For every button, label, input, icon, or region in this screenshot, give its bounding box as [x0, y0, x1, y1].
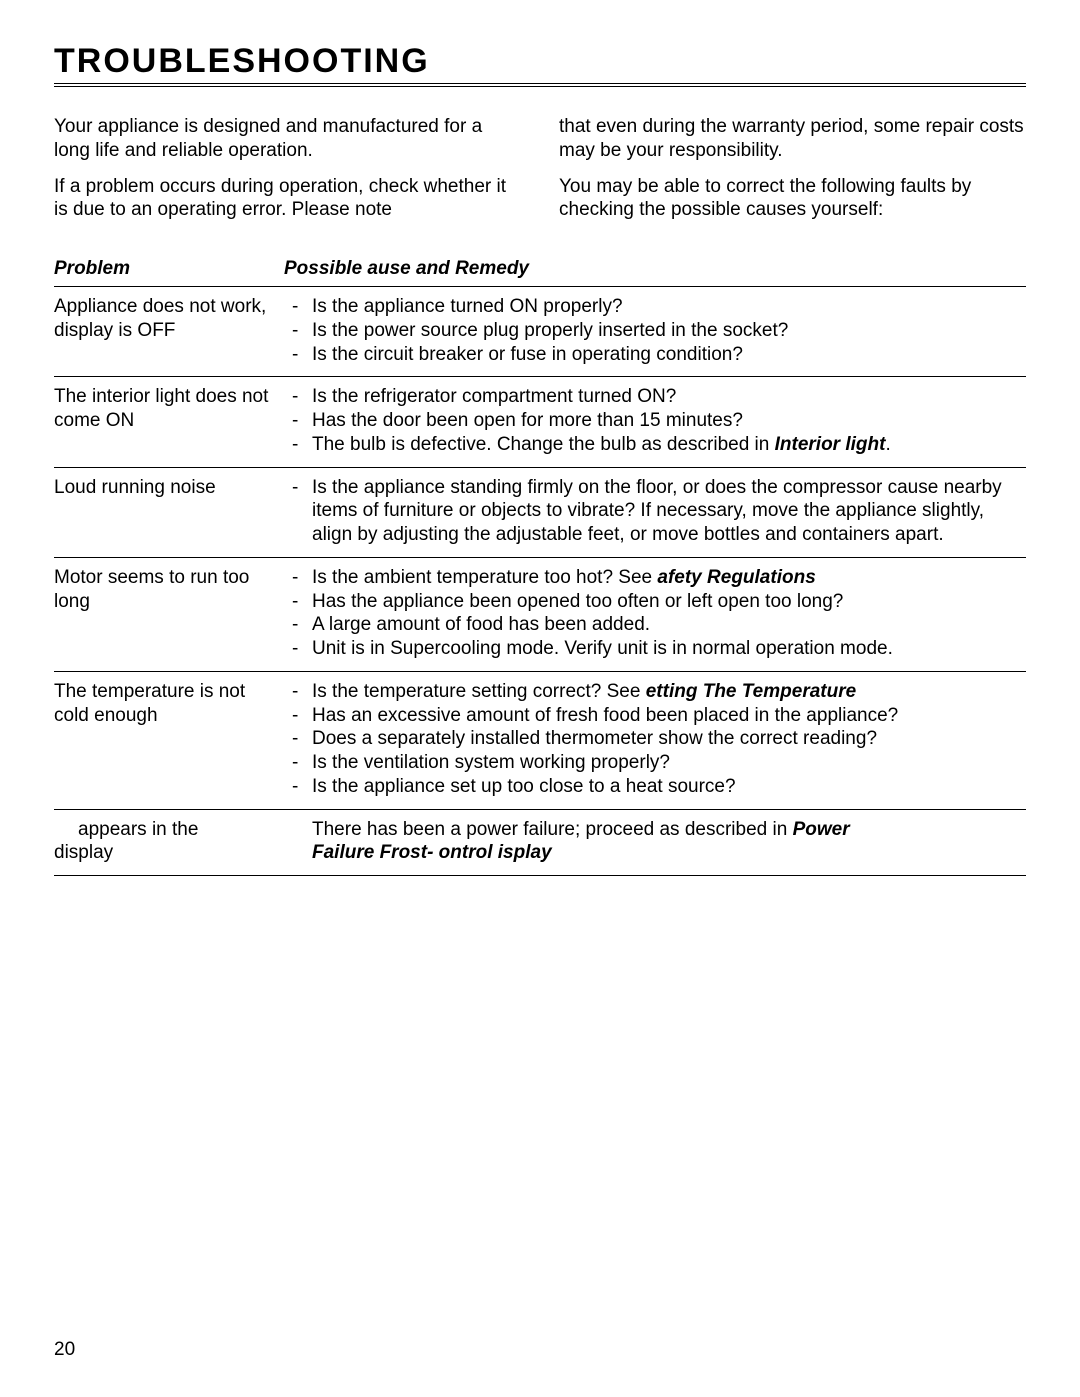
remedy-cell: Is the appliance standing firmly on the … — [284, 476, 1026, 547]
problem-cell: The temperature is not cold enough — [54, 680, 284, 799]
remedy-cell: Is the ambient temperature too hot? See … — [284, 566, 1026, 661]
table-row: Loud running noiseIs the appliance stand… — [54, 468, 1026, 558]
intro-left-column: Your appliance is designed and manufactu… — [54, 115, 521, 234]
problem-cell: Loud running noise — [54, 476, 284, 547]
header-remedy-part: Possible — [284, 258, 367, 279]
intro-text: If a problem occurs during operation, ch… — [54, 175, 521, 223]
table-header: Problem Possible ause and Remedy — [54, 256, 1026, 287]
remedy-pre: Is the temperature setting correct? See — [312, 681, 646, 702]
remedy-bold-italic: Power — [793, 819, 850, 840]
remedy-bold-italic: afety Regulations — [657, 567, 815, 588]
remedy-cell: Is the temperature setting correct? See … — [284, 680, 1026, 799]
remedy-item: Is the temperature setting correct? See … — [284, 680, 1026, 704]
remedy-pre: There has been a power failure; proceed … — [312, 819, 793, 840]
remedy-item: Is the appliance turned ON properly? — [284, 295, 1026, 319]
remedy-pre: The bulb is defective. Change the bulb a… — [312, 434, 775, 455]
troubleshooting-table: Problem Possible ause and Remedy Applian… — [54, 256, 1026, 876]
remedy-list: Is the appliance standing firmly on the … — [284, 476, 1026, 547]
remedy-bold-italic: Interior light — [775, 434, 886, 455]
remedy-item: The bulb is defective. Change the bulb a… — [284, 433, 1026, 457]
intro-columns: Your appliance is designed and manufactu… — [54, 115, 1026, 234]
page-title: TROUBLESHOOTING — [54, 42, 1026, 87]
remedy-item: Is the power source plug properly insert… — [284, 319, 1026, 343]
remedy-text: There has been a power failure; proceed … — [284, 818, 1026, 842]
remedy-item: Is the ambient temperature too hot? See … — [284, 566, 1026, 590]
header-problem: Problem — [54, 258, 284, 280]
remedy-list: Is the appliance turned ON properly?Is t… — [284, 295, 1026, 366]
remedy-list: Is the refrigerator compartment turned O… — [284, 385, 1026, 456]
remedy-cell: Is the appliance turned ON properly?Is t… — [284, 295, 1026, 366]
remedy-list: Is the ambient temperature too hot? See … — [284, 566, 1026, 661]
problem-cell: Motor seems to run too long — [54, 566, 284, 661]
remedy-item: Is the ventilation system working proper… — [284, 751, 1026, 775]
problem-cell: appears in the display — [54, 818, 284, 866]
table-row: The temperature is not cold enoughIs the… — [54, 672, 1026, 810]
header-remedy-part: ause and Remedy — [367, 258, 529, 279]
problem-text: display — [54, 841, 284, 865]
remedy-item: Is the appliance set up too close to a h… — [284, 775, 1026, 799]
problem-cell: The interior light does not come ON — [54, 385, 284, 456]
remedy-item: Is the appliance standing firmly on the … — [284, 476, 1026, 547]
table-row: appears in the display There has been a … — [54, 810, 1026, 877]
remedy-cell: Is the refrigerator compartment turned O… — [284, 385, 1026, 456]
intro-text: You may be able to correct the following… — [559, 175, 1026, 223]
remedy-cell: There has been a power failure; proceed … — [284, 818, 1026, 866]
intro-right-column: that even during the warranty period, so… — [559, 115, 1026, 234]
remedy-bold-italic: etting The Temperature — [646, 681, 856, 702]
remedy-item: Has the door been open for more than 15 … — [284, 409, 1026, 433]
page-number: 20 — [54, 1339, 75, 1361]
remedy-item: Has the appliance been opened too often … — [284, 590, 1026, 614]
remedy-post: . — [885, 434, 890, 455]
remedy-item: Does a separately installed thermometer … — [284, 727, 1026, 751]
table-row: Motor seems to run too longIs the ambien… — [54, 558, 1026, 672]
problem-cell: Appliance does not work, display is OFF — [54, 295, 284, 366]
intro-text: Your appliance is designed and manufactu… — [54, 115, 521, 163]
remedy-item: Is the refrigerator compartment turned O… — [284, 385, 1026, 409]
remedy-item: Unit is in Supercooling mode. Verify uni… — [284, 637, 1026, 661]
remedy-list: Is the temperature setting correct? See … — [284, 680, 1026, 799]
problem-text: appears in the — [54, 818, 284, 842]
header-remedy: Possible ause and Remedy — [284, 258, 1026, 280]
remedy-pre: Is the ambient temperature too hot? See — [312, 567, 657, 588]
remedy-bold-italic-line: Failure Frost- ontrol isplay — [284, 841, 1026, 865]
remedy-item: A large amount of food has been added. — [284, 613, 1026, 637]
intro-text: that even during the warranty period, so… — [559, 115, 1026, 163]
remedy-item: Is the circuit breaker or fuse in operat… — [284, 343, 1026, 367]
table-row: Appliance does not work, display is OFFI… — [54, 287, 1026, 377]
remedy-item: Has an excessive amount of fresh food be… — [284, 704, 1026, 728]
table-row: The interior light does not come ONIs th… — [54, 377, 1026, 467]
